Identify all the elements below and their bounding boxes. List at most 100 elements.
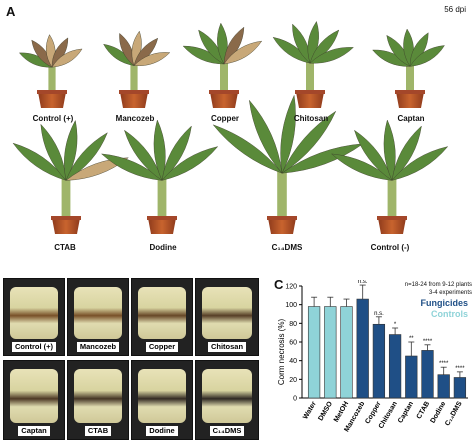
leaf — [64, 119, 78, 181]
y-tick-label: 120 — [285, 284, 297, 291]
leaf — [133, 52, 171, 66]
leaf — [309, 47, 354, 64]
plant-label-control-negative: Control (-) — [370, 243, 410, 252]
plant-label-copper: Copper — [211, 114, 239, 123]
pot-rim — [119, 90, 149, 94]
corm-photo-ctab: CTAB — [67, 360, 129, 440]
corm-cross-section — [138, 369, 186, 423]
banana-plant — [101, 119, 219, 234]
leaf — [212, 124, 283, 174]
significance-label: ** — [409, 336, 414, 342]
plant-label-c14dms: C₁₄DMS — [271, 243, 303, 252]
corm-label: Dodine — [146, 426, 178, 436]
corm-cross-section — [138, 287, 186, 339]
leaf — [40, 123, 67, 181]
pseudostem — [157, 175, 167, 218]
banana-plant — [18, 34, 83, 108]
pot-rim — [147, 216, 177, 220]
corm-label: Control (+) — [11, 342, 57, 352]
leaf — [51, 48, 83, 68]
banana-plant — [212, 94, 364, 234]
leaf — [101, 153, 163, 181]
corm-label: Chitosan — [207, 342, 247, 352]
corm-photo-dodine: Dodine — [131, 360, 193, 440]
pot — [378, 218, 406, 234]
significance-label: * — [394, 322, 397, 328]
y-tick-label: 100 — [285, 302, 297, 309]
leaf — [248, 99, 283, 174]
banana-plant — [272, 21, 354, 108]
bar-captan — [405, 355, 418, 399]
leaf — [65, 132, 108, 181]
plant-label-ctab: CTAB — [54, 243, 76, 252]
pot-rim — [267, 216, 297, 220]
legend-controls: Controls — [431, 309, 468, 319]
y-tick-label: 20 — [289, 377, 297, 384]
x-tick-label: MetOH — [333, 401, 350, 424]
pot-rim — [209, 90, 239, 94]
pseudostem — [406, 63, 414, 92]
pot — [52, 218, 80, 234]
plant-label-dodine: Dodine — [149, 243, 177, 252]
sample-size-line1: n=18-24 from 9-12 plants — [404, 282, 472, 288]
pot-rim — [377, 216, 407, 220]
bar-water — [307, 306, 321, 399]
corm-cross-section — [202, 287, 252, 339]
leaf — [161, 125, 192, 181]
pseudostem — [48, 64, 56, 92]
x-tick-label: Captan — [397, 401, 415, 425]
pot — [148, 218, 176, 234]
corm-cross-section — [202, 369, 252, 423]
pseudostem — [387, 175, 397, 218]
pseudostem — [306, 59, 314, 92]
corm-photo-chitosan: Chitosan — [195, 278, 259, 356]
plant-label-mancozeb: Mancozeb — [115, 114, 155, 123]
plant-photos — [12, 21, 449, 234]
corm-cross-section — [10, 287, 58, 339]
leaf — [65, 157, 129, 181]
banana-plant — [331, 119, 449, 234]
leaf — [153, 119, 166, 181]
y-tick-label: 80 — [289, 321, 297, 328]
x-tick-label: CTAB — [416, 401, 432, 421]
sample-size-note: n=18-24 from 9-12 plants 3-4 experiments — [376, 281, 472, 297]
significance-label: **** — [423, 339, 433, 345]
bar-dodine — [437, 374, 450, 399]
significance-label: n.s. — [358, 280, 368, 285]
bar-mancozeb — [356, 298, 369, 399]
corm-necrosis-chart: Corm necrosis (%) 0 20 40 60 80 100 120 Water DM… — [277, 280, 468, 433]
significance-label: **** — [439, 361, 449, 367]
corm-label: CTAB — [84, 426, 112, 436]
bar-ctab — [421, 350, 434, 399]
corm-label: Copper — [145, 342, 179, 352]
pseudostem — [61, 175, 71, 218]
bar-chitosan — [388, 334, 402, 399]
leaf — [161, 146, 219, 181]
leaf — [409, 45, 445, 67]
pot — [210, 92, 238, 108]
y-tick-label: 0 — [293, 396, 297, 403]
panel-a-letter: A — [6, 4, 16, 19]
corm-photo-c14dms: C₁₄DMS — [195, 360, 259, 440]
y-axis-label: Corm necrosis (%) — [277, 319, 286, 386]
y-tick-label: 40 — [289, 358, 297, 365]
plant-label-captan: Captan — [397, 114, 425, 123]
leaf — [383, 119, 396, 181]
banana-plant — [12, 119, 129, 234]
x-tick-label: DMSO — [317, 400, 334, 422]
corm-label: C₁₄DMS — [209, 426, 245, 436]
pot-rim — [295, 90, 325, 94]
y-tick-label: 60 — [289, 340, 297, 347]
x-tick-label: Water — [302, 400, 318, 420]
leaf — [331, 153, 393, 181]
bar-dmso — [324, 306, 337, 399]
leaf — [124, 129, 163, 181]
pseudostem — [130, 62, 138, 92]
corm-photo-control-positive: Control (+) — [3, 278, 65, 356]
timepoint-label: 56 dpi — [444, 5, 466, 14]
significance-label: **** — [455, 366, 465, 372]
bar-cdms — [453, 377, 467, 399]
bar-copper — [372, 323, 386, 399]
leaf — [281, 110, 337, 174]
bar-metoh — [340, 306, 353, 399]
